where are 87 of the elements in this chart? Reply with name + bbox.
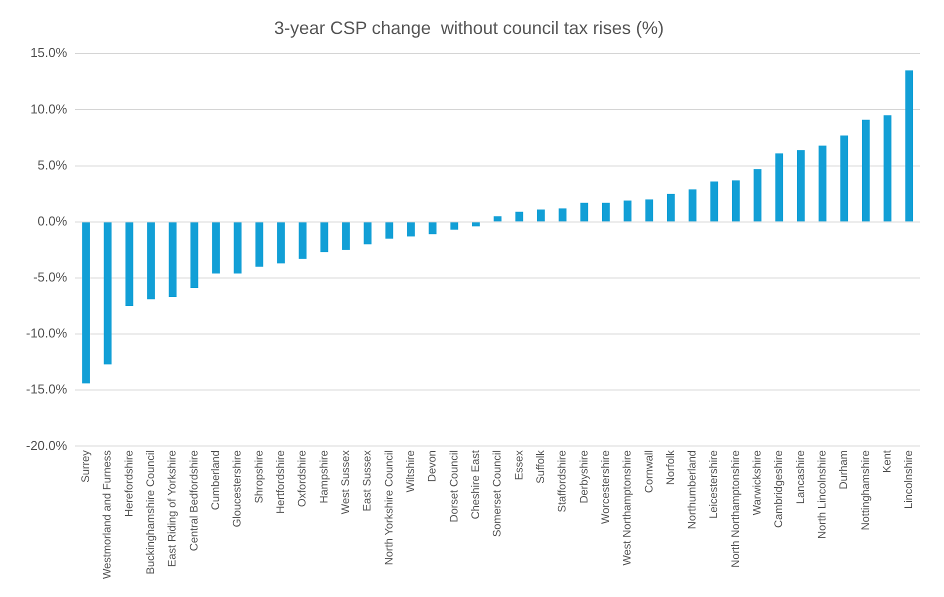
x-tick-label: East Sussex <box>362 450 374 512</box>
x-tick-label: Hertfordshire <box>275 450 288 514</box>
bar <box>537 210 545 222</box>
bar <box>82 222 90 384</box>
x-tick-label: Gloucestershire <box>232 450 244 528</box>
x-tick-label: Cheshire East <box>470 450 482 520</box>
bar <box>710 181 718 222</box>
x-tick-label: Staffordshire <box>556 450 569 512</box>
x-tick-label: Oxfordshire <box>296 450 309 508</box>
bar <box>168 222 177 298</box>
bar <box>624 200 632 222</box>
x-tick-label: Central Bedfordshire <box>188 450 200 552</box>
x-tick-label: Wiltshire <box>404 450 417 492</box>
x-tick-label: Warwickshire <box>752 450 764 516</box>
x-tick-label: North Lincolnshire <box>816 450 829 539</box>
x-tick-label: Herefordshire <box>123 450 136 517</box>
y-tick-label: -15.0% <box>26 382 68 397</box>
bar <box>364 222 372 244</box>
y-tick-label: 15.0% <box>30 45 68 60</box>
bar <box>754 169 762 222</box>
x-tick-label: Derbyshire <box>578 450 590 504</box>
bar <box>905 70 914 222</box>
bar <box>320 222 328 252</box>
x-tick-label: Shropshire <box>253 450 266 504</box>
bar <box>407 222 415 236</box>
bar <box>884 115 892 222</box>
bar <box>104 222 112 364</box>
x-tick-label: Suffolk <box>534 450 547 484</box>
x-tick-label: Westmorland and Furness <box>102 450 114 580</box>
x-tick-label: North Northamptonshire <box>730 450 742 568</box>
y-tick-label: 0.0% <box>38 213 68 228</box>
y-tick-label: 5.0% <box>38 157 68 172</box>
bar <box>298 222 307 259</box>
x-tick-label: Norfolk <box>664 450 677 486</box>
x-tick-label: Lancashire <box>794 450 807 504</box>
bar <box>234 222 242 274</box>
x-tick-label: Kent <box>882 450 894 473</box>
x-tick-label: Surrey <box>80 450 92 483</box>
y-tick-label: 10.0% <box>30 101 68 116</box>
x-tick-label: Cornwall <box>643 450 656 493</box>
x-tick-label: Essex <box>513 450 526 480</box>
bar <box>494 216 502 222</box>
x-tick-label: Buckinghamshire Council <box>145 450 158 574</box>
bar <box>602 202 610 222</box>
x-tick-label: Durham <box>838 450 850 490</box>
bar <box>125 222 134 306</box>
bar <box>666 194 675 222</box>
x-tick-label: West Sussex <box>340 450 352 514</box>
x-tick-label: Worcestershire <box>600 450 612 524</box>
bar <box>515 212 524 222</box>
bar <box>147 222 155 300</box>
bar <box>840 135 848 222</box>
x-tick-label: Cambridgeshire <box>773 450 786 528</box>
y-tick-label: -5.0% <box>33 270 68 285</box>
bar <box>688 189 696 222</box>
x-tick-label: North Yorkshire Council <box>383 450 396 566</box>
x-tick-label: Lincolnshire <box>903 450 916 509</box>
bar <box>796 150 805 222</box>
x-tick-label: Cumberland <box>210 450 222 510</box>
bar <box>775 153 784 222</box>
bar <box>277 222 285 264</box>
bar <box>732 180 740 222</box>
bar <box>558 208 566 222</box>
bar <box>190 222 198 288</box>
bar <box>818 146 826 222</box>
bar <box>212 222 220 274</box>
x-tick-label: Dorset Council <box>448 450 460 522</box>
x-tick-label: East Riding of Yorkshire <box>166 450 179 567</box>
bar <box>385 222 394 239</box>
x-tick-label: Nottinghamshire <box>860 450 872 530</box>
x-tick-label: Leicestershire <box>708 450 720 519</box>
x-tick-label: West Northamptonshire <box>622 450 634 566</box>
bar <box>450 222 458 230</box>
x-tick-label: Northumberland <box>686 450 699 530</box>
chart-title: 3-year CSP change without council tax rises (%) <box>274 18 664 38</box>
bar <box>580 202 588 222</box>
bar <box>428 222 437 234</box>
x-tick-label: Somerset Council <box>492 450 504 538</box>
bar <box>472 222 480 226</box>
bar <box>255 222 264 267</box>
y-tick-label: -20.0% <box>26 438 68 453</box>
bar <box>862 120 870 222</box>
x-tick-label: Devon <box>426 450 439 482</box>
bar <box>342 222 350 250</box>
bar <box>645 199 654 222</box>
x-tick-label: Hampshire <box>318 450 330 504</box>
y-tick-label: -10.0% <box>26 326 68 341</box>
